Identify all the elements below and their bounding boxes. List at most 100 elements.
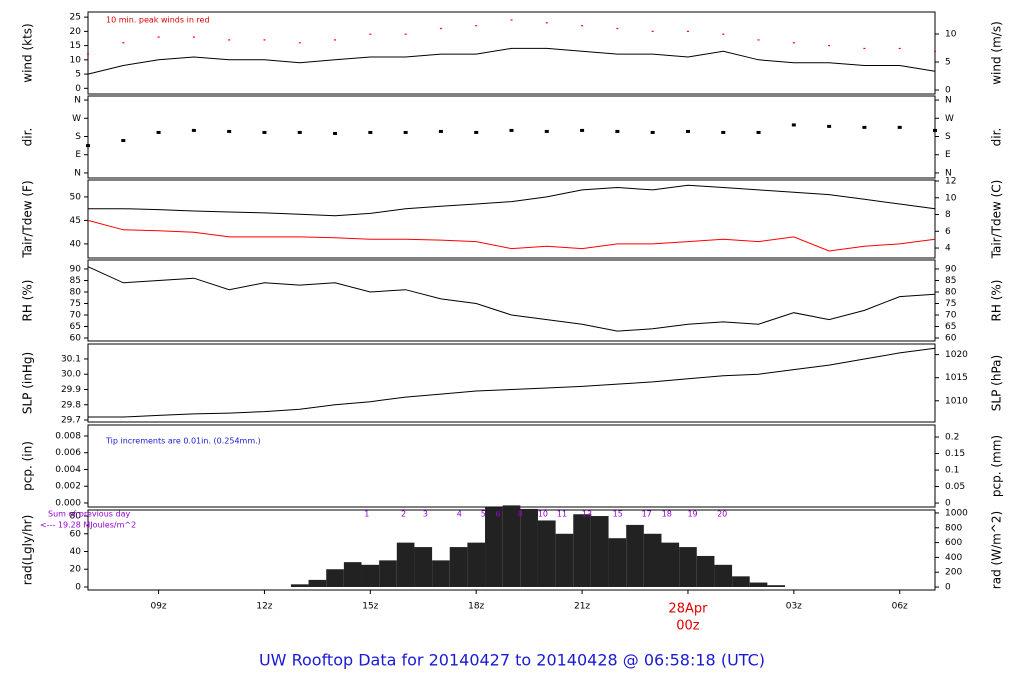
panel-frame <box>87 179 936 259</box>
peak-point <box>686 30 689 32</box>
y-tick-label: 30.1 <box>61 354 81 364</box>
y2-tick-label: 4 <box>945 244 951 254</box>
peak-point <box>828 44 831 47</box>
panel-frame <box>87 259 936 342</box>
bar <box>590 516 609 587</box>
bar <box>396 542 415 587</box>
annotation: Tip increments are 0.01in. (0.254mm.) <box>105 437 261 446</box>
dir-point <box>756 130 761 134</box>
y2-tick-label: 0.1 <box>945 466 959 476</box>
bar <box>379 560 397 587</box>
y2-tick-label: N <box>945 168 952 178</box>
y2-tick-label: 1000 <box>945 508 968 518</box>
y2-tick-label: 0.2 <box>945 433 959 443</box>
series-line <box>88 347 936 418</box>
bar <box>537 520 556 587</box>
x-tick-label: 09z <box>150 602 166 612</box>
y-tick-label: 29.7 <box>61 416 81 426</box>
dir-point <box>933 128 937 132</box>
dir-point <box>862 125 867 129</box>
hour-marker: 1 <box>364 510 369 519</box>
y2-tick-label: 400 <box>945 553 962 563</box>
dir-point <box>580 128 585 132</box>
y-axis-label: wind (kts) <box>21 23 35 82</box>
bar <box>608 538 627 587</box>
y2-tick-label: S <box>945 132 951 142</box>
dir-point <box>227 129 232 133</box>
y-tick-label: 0.000 <box>55 498 81 508</box>
bar <box>696 555 715 587</box>
dir-point <box>297 130 302 134</box>
panel-frame <box>87 95 936 179</box>
dir-point <box>544 129 549 133</box>
bar <box>502 505 521 587</box>
bar <box>343 562 362 587</box>
bar <box>449 547 468 587</box>
series-line <box>87 219 936 252</box>
y-tick-label: 75 <box>70 299 81 309</box>
peak-point <box>934 50 936 52</box>
dir-point <box>827 124 832 128</box>
y-tick-label: 80 <box>70 287 82 297</box>
y-tick-label: 90 <box>70 264 82 274</box>
y2-tick-label: 8 <box>945 210 951 220</box>
y-tick-label: 70 <box>70 310 82 320</box>
hour-marker: 3 <box>423 510 428 519</box>
y2-tick-label: 600 <box>945 538 962 548</box>
y2-tick-label: W <box>945 114 954 124</box>
y-tick-label: N <box>74 168 81 178</box>
x-tick-label: 00z <box>676 619 700 634</box>
x-date-label: 28Apr <box>668 602 708 617</box>
y-tick-label: N <box>74 96 81 106</box>
peak-point <box>298 42 301 44</box>
bar <box>361 564 380 587</box>
peak-point <box>651 30 654 32</box>
y-tick-label: 29.8 <box>61 400 81 410</box>
peak-point <box>757 39 760 41</box>
y-tick-label: 0 <box>75 84 81 94</box>
peak-point <box>228 39 231 41</box>
y-tick-label: 20 <box>70 565 82 575</box>
bar <box>485 507 503 587</box>
y2-tick-label: 90 <box>945 264 957 274</box>
dir-point <box>403 130 408 134</box>
page-title: UW Rooftop Data for 20140427 to 20140428… <box>259 651 765 670</box>
bar <box>326 569 344 587</box>
bar <box>661 542 680 587</box>
bar <box>555 533 574 587</box>
y-tick-label: 65 <box>70 322 81 332</box>
x-tick-label: 12z <box>256 602 272 612</box>
x-tick-label: 03z <box>786 602 802 612</box>
y2-axis-label: dir. <box>990 128 1004 147</box>
y2-axis-label: wind (m/s) <box>990 21 1004 85</box>
y2-axis-label: RH (%) <box>990 280 1004 322</box>
peak-point <box>263 39 266 41</box>
hour-marker: 20 <box>717 510 727 519</box>
y-tick-label: 45 <box>70 216 81 226</box>
y-axis-label: rad(Lgly/hr) <box>21 515 35 586</box>
y-tick-label: E <box>75 150 81 160</box>
y-axis-label: SLP (inHg) <box>21 352 35 414</box>
x-tick-label: 21z <box>574 602 590 612</box>
y-tick-label: 5 <box>75 70 81 80</box>
y2-tick-label: 65 <box>945 322 956 332</box>
y-tick-label: 10 <box>70 55 82 65</box>
bar <box>467 542 486 587</box>
dir-point <box>121 139 126 143</box>
y-tick-label: 40 <box>70 239 82 249</box>
y2-tick-label: 0 <box>945 499 951 509</box>
hour-marker: 17 <box>642 510 652 519</box>
dir-point <box>368 130 373 134</box>
bar <box>714 564 733 587</box>
series-line <box>87 47 936 75</box>
y2-tick-label: 0.05 <box>945 482 965 492</box>
y-tick-label: 15 <box>70 41 81 51</box>
bar <box>626 524 644 587</box>
y2-axis-label: pcp. (mm) <box>990 435 1004 497</box>
sum-label: Sum of previous day <box>48 510 130 519</box>
peak-point <box>439 27 442 30</box>
dir-point <box>262 130 267 134</box>
y-tick-label: 30.0 <box>61 370 81 380</box>
hour-marker: 2 <box>401 510 406 519</box>
y-tick-label: 0.002 <box>55 482 81 492</box>
